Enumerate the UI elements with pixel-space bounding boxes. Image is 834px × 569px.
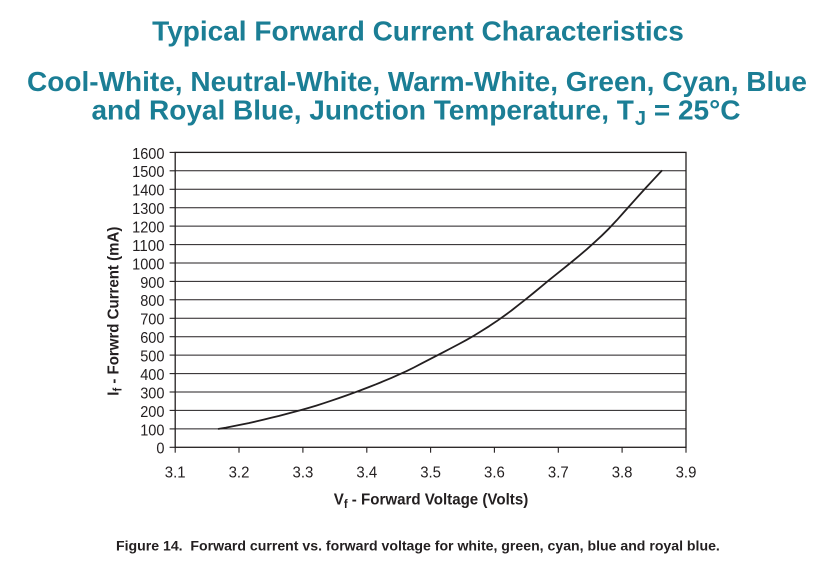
svg-text:1100: 1100 bbox=[132, 238, 164, 255]
svg-text:Vf - Forward Voltage (Volts): Vf - Forward Voltage (Volts) bbox=[334, 491, 529, 511]
svg-text:100: 100 bbox=[140, 422, 164, 439]
svg-text:3.3: 3.3 bbox=[293, 465, 314, 482]
svg-text:600: 600 bbox=[140, 330, 164, 347]
svg-text:3.7: 3.7 bbox=[548, 465, 569, 482]
svg-text:Typical Forward Current Charac: Typical Forward Current Characteristics bbox=[152, 15, 684, 46]
svg-text:1300: 1300 bbox=[132, 201, 164, 218]
svg-text:1200: 1200 bbox=[132, 220, 164, 237]
svg-text:3.9: 3.9 bbox=[676, 465, 697, 482]
svg-text:Cool-White, Neutral-White, War: Cool-White, Neutral-White, Warm-White, G… bbox=[27, 66, 807, 97]
svg-text:3.5: 3.5 bbox=[420, 465, 441, 482]
svg-text:If - Forwrd Current (mA): If - Forwrd Current (mA) bbox=[105, 227, 125, 396]
svg-text:3.8: 3.8 bbox=[612, 465, 633, 482]
svg-text:900: 900 bbox=[140, 275, 164, 292]
svg-text:Figure 14. Forward current vs: Figure 14. Forward current vs. forward v… bbox=[116, 538, 720, 554]
svg-text:200: 200 bbox=[140, 404, 164, 421]
svg-text:400: 400 bbox=[140, 367, 164, 384]
svg-text:800: 800 bbox=[140, 293, 164, 310]
svg-text:300: 300 bbox=[140, 385, 164, 402]
svg-text:3.4: 3.4 bbox=[356, 465, 377, 482]
svg-text:1000: 1000 bbox=[132, 256, 164, 273]
svg-text:500: 500 bbox=[140, 349, 164, 366]
svg-text:1600: 1600 bbox=[132, 146, 164, 163]
svg-text:and Royal Blue, Junction Tempe: and Royal Blue, Junction Temperature, TJ… bbox=[91, 95, 740, 131]
svg-text:3.1: 3.1 bbox=[165, 465, 186, 482]
svg-text:3.6: 3.6 bbox=[484, 465, 505, 482]
svg-text:3.2: 3.2 bbox=[229, 465, 250, 482]
svg-text:1400: 1400 bbox=[132, 183, 164, 200]
svg-text:1500: 1500 bbox=[132, 164, 164, 181]
svg-text:700: 700 bbox=[140, 312, 164, 329]
svg-text:0: 0 bbox=[156, 441, 164, 458]
